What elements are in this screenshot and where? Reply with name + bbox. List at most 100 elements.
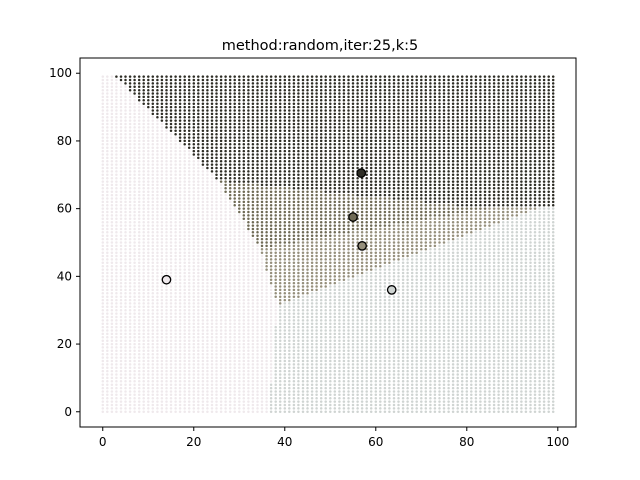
data-point: [201, 366, 205, 370]
data-point: [137, 271, 141, 275]
data-point: [256, 342, 259, 346]
data-point: [215, 119, 218, 122]
data-point: [183, 278, 186, 281]
data-point: [156, 85, 159, 89]
data-point: [233, 248, 236, 251]
data-point: [160, 166, 164, 170]
data-point: [283, 136, 287, 139]
data-point: [210, 214, 214, 217]
data-point: [256, 336, 259, 339]
data-point: [137, 156, 141, 160]
data-point: [278, 190, 282, 193]
data-point: [147, 251, 150, 254]
data-point: [124, 376, 127, 380]
data-point: [142, 325, 145, 329]
data-point: [324, 193, 327, 197]
data-point: [115, 302, 118, 305]
data-point: [224, 380, 227, 383]
data-point: [151, 143, 155, 146]
data-point: [106, 410, 109, 414]
data-point: [133, 220, 136, 224]
data-point: [256, 187, 259, 190]
data-point: [228, 217, 232, 221]
data-point: [201, 308, 205, 312]
data-point: [269, 329, 273, 332]
data-point: [178, 305, 182, 309]
data-point: [174, 166, 177, 170]
data-point: [156, 325, 159, 329]
data-point: [269, 132, 273, 136]
data-point: [278, 115, 282, 119]
data-point: [187, 244, 191, 248]
data-point: [251, 149, 255, 153]
data-point: [219, 180, 223, 183]
data-point: [119, 237, 123, 241]
data-point: [201, 183, 205, 187]
data-point: [119, 359, 123, 363]
data-point: [247, 166, 250, 170]
data-point: [115, 92, 118, 95]
data-point: [247, 332, 250, 336]
data-point: [178, 251, 182, 254]
data-point: [269, 285, 273, 288]
data-point: [197, 373, 200, 376]
data-point: [297, 403, 300, 407]
data-point: [169, 156, 173, 160]
data-point: [187, 132, 191, 136]
data-point: [256, 149, 259, 153]
data-point: [183, 187, 186, 190]
data-point: [169, 285, 173, 288]
data-point: [101, 244, 105, 248]
data-point: [183, 369, 186, 373]
data-point: [278, 363, 282, 366]
data-point: [178, 231, 182, 234]
data-point: [156, 95, 159, 99]
data-point: [219, 271, 223, 275]
data-point: [147, 220, 150, 224]
data-point: [310, 369, 314, 373]
data-point: [251, 176, 255, 180]
data-point: [165, 254, 168, 258]
data-point: [119, 183, 123, 187]
data-point: [192, 315, 196, 319]
data-point: [297, 187, 300, 190]
data-point: [324, 105, 327, 109]
data-point: [324, 390, 327, 393]
data-point: [169, 204, 173, 207]
data-point: [256, 251, 259, 254]
data-point: [247, 82, 250, 85]
data-point: [197, 264, 200, 268]
data-point: [119, 102, 123, 105]
data-point: [124, 105, 127, 109]
data-point: [306, 183, 309, 187]
data-point: [187, 275, 191, 278]
data-point: [215, 231, 218, 234]
data-point: [147, 369, 150, 373]
data-point: [324, 410, 327, 414]
data-point: [106, 380, 109, 383]
data-point: [160, 109, 164, 112]
data-point: [283, 386, 287, 390]
data-point: [219, 390, 223, 393]
data-point: [206, 254, 209, 258]
data-point: [119, 400, 123, 403]
data-point: [310, 271, 314, 275]
data-point: [142, 383, 145, 386]
data-point: [128, 153, 132, 156]
data-point: [315, 105, 318, 109]
data-point: [238, 295, 241, 298]
data-point: [101, 112, 105, 116]
data-point: [242, 193, 246, 197]
data-point: [192, 369, 196, 373]
data-point: [269, 363, 273, 366]
data-point: [233, 295, 236, 298]
data-point: [278, 258, 282, 261]
data-point: [324, 332, 327, 336]
data-point: [297, 163, 300, 166]
data-point: [201, 75, 205, 78]
data-point: [156, 386, 159, 390]
data-point: [160, 258, 164, 261]
data-point: [219, 95, 223, 99]
data-point: [224, 126, 227, 129]
data-point: [324, 376, 327, 380]
